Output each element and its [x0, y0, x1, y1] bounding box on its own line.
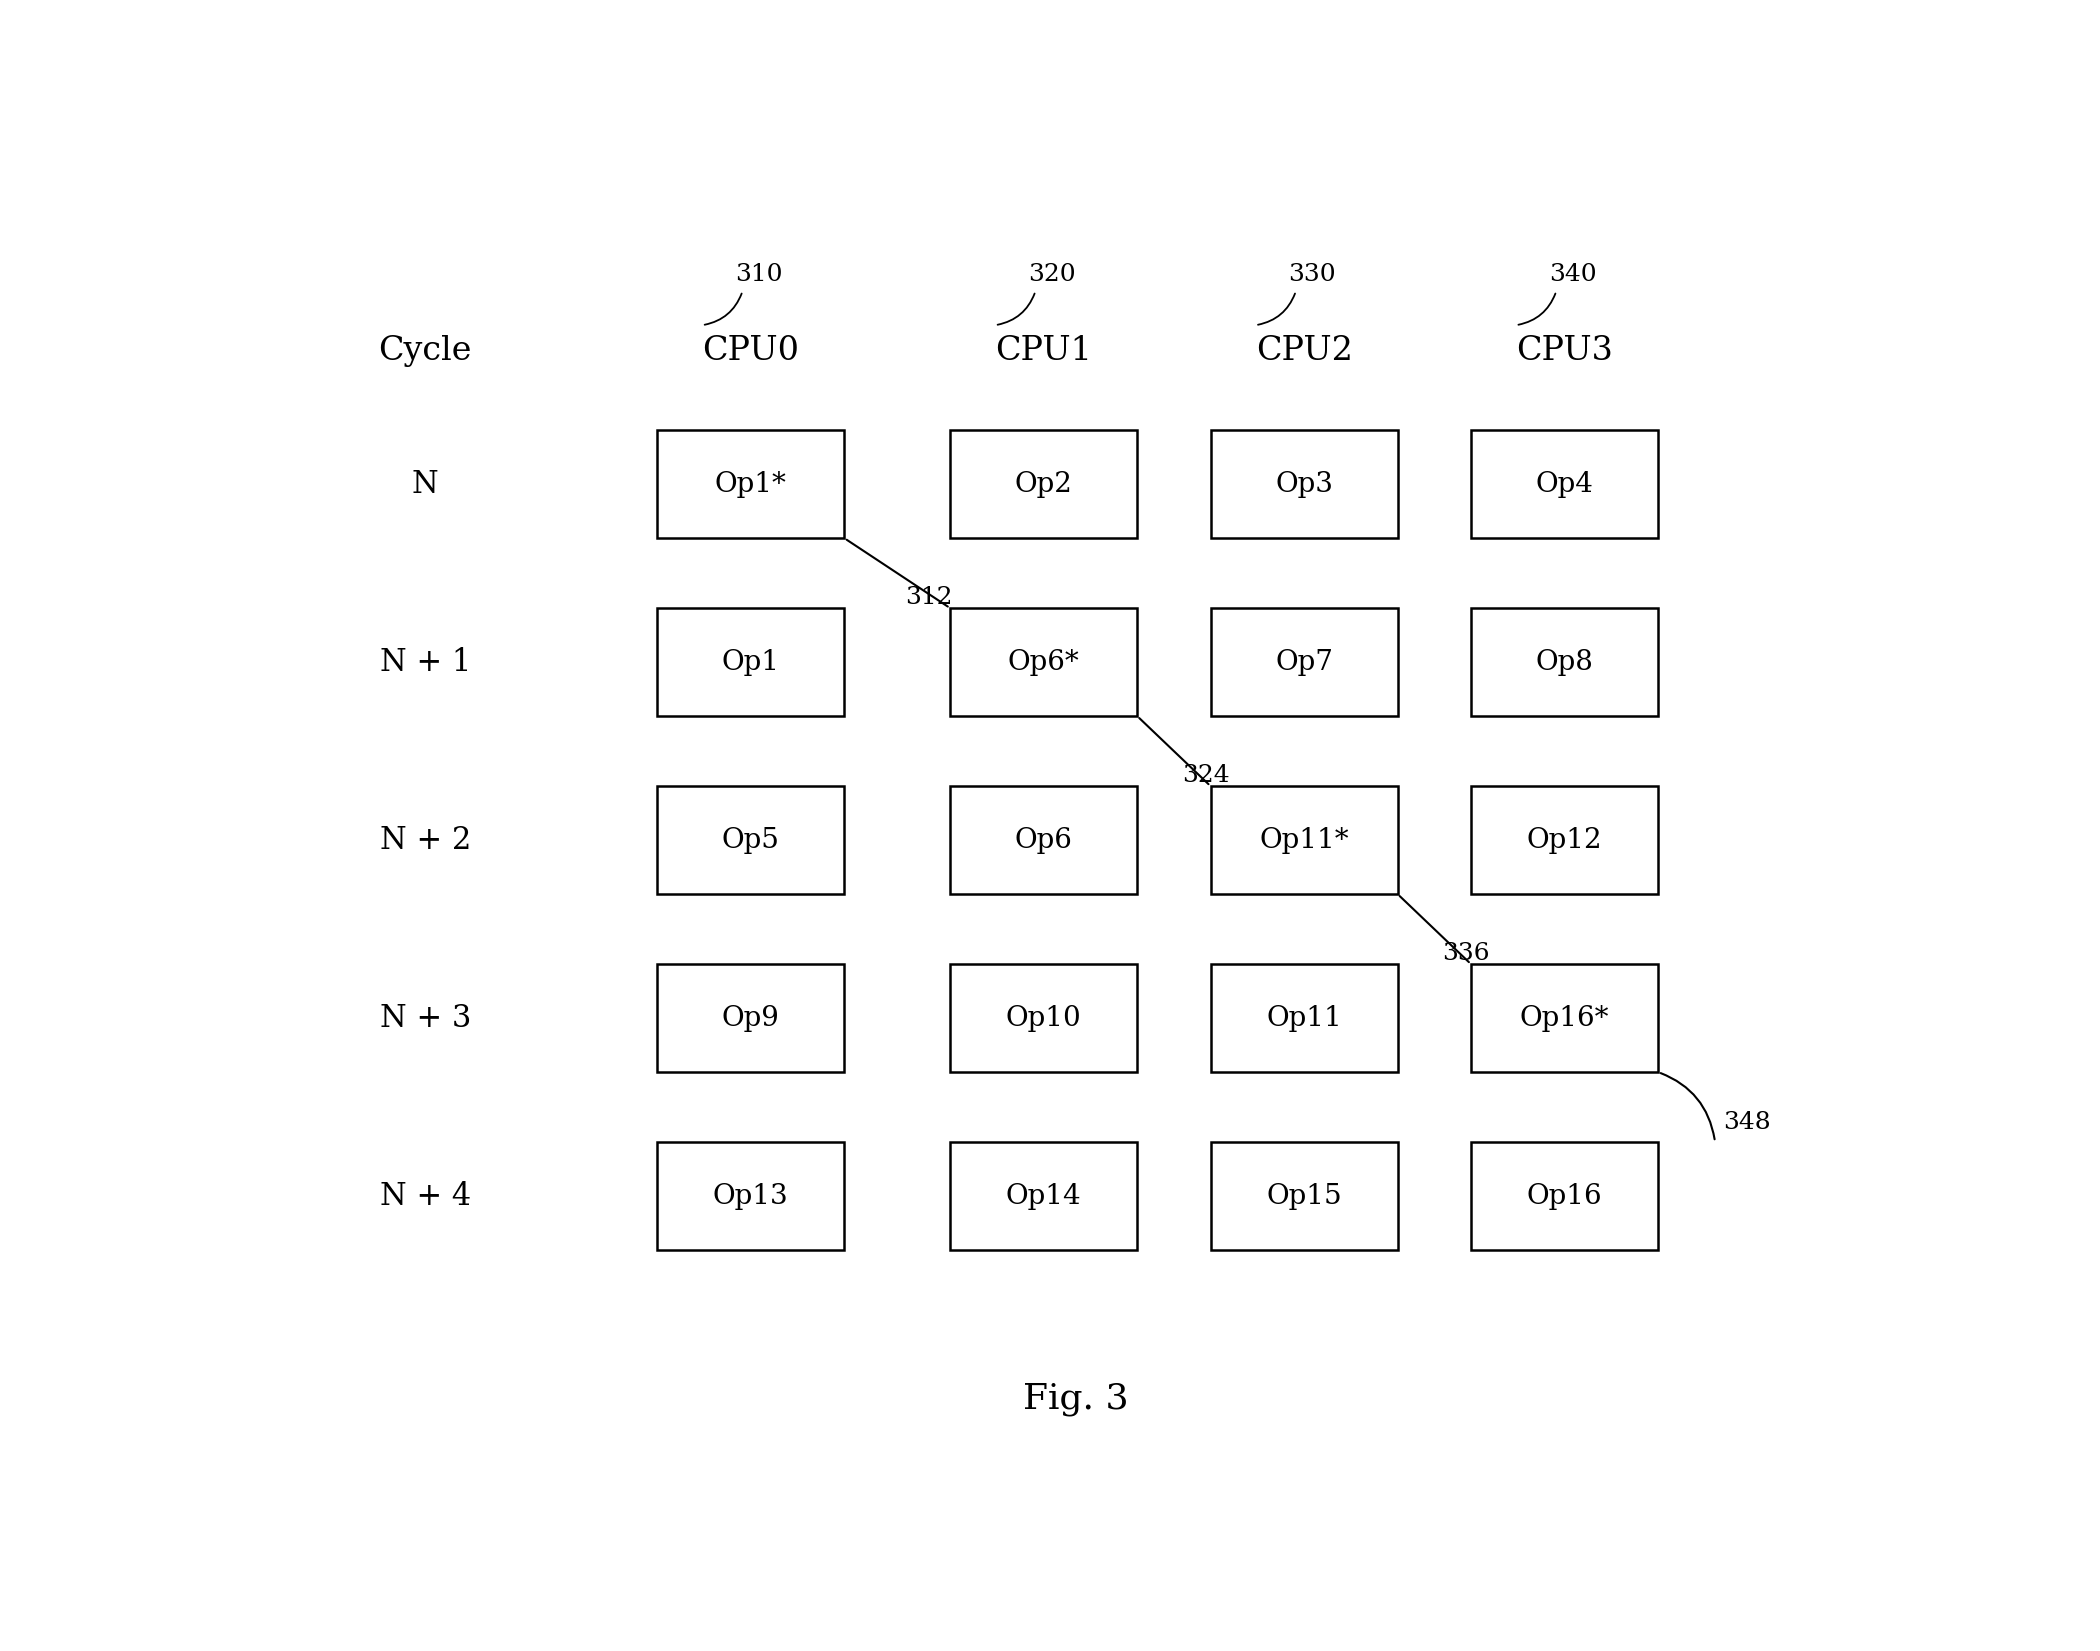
- FancyBboxPatch shape: [1210, 1142, 1399, 1250]
- Text: Op8: Op8: [1535, 649, 1594, 675]
- Text: 330: 330: [1289, 263, 1336, 286]
- Text: Op11: Op11: [1266, 1004, 1342, 1032]
- FancyBboxPatch shape: [949, 964, 1138, 1071]
- Text: Op11*: Op11*: [1260, 827, 1348, 854]
- Text: Op12: Op12: [1527, 827, 1602, 854]
- FancyBboxPatch shape: [1210, 786, 1399, 895]
- Text: N + 1: N + 1: [380, 647, 470, 677]
- Text: CPU0: CPU0: [701, 335, 800, 367]
- Text: 310: 310: [735, 263, 783, 286]
- Text: Fig. 3: Fig. 3: [1023, 1382, 1130, 1417]
- FancyArrowPatch shape: [1140, 718, 1208, 784]
- Text: N: N: [412, 469, 439, 500]
- Text: CPU2: CPU2: [1256, 335, 1352, 367]
- Text: Op7: Op7: [1275, 649, 1334, 675]
- FancyBboxPatch shape: [657, 786, 844, 895]
- FancyBboxPatch shape: [657, 964, 844, 1071]
- Text: Op1: Op1: [722, 649, 779, 675]
- Text: Op15: Op15: [1266, 1182, 1342, 1210]
- FancyArrowPatch shape: [1661, 1073, 1714, 1139]
- Text: Op1*: Op1*: [714, 471, 788, 497]
- Text: Op16: Op16: [1527, 1182, 1602, 1210]
- FancyBboxPatch shape: [1470, 431, 1659, 538]
- FancyArrowPatch shape: [846, 540, 947, 606]
- FancyArrowPatch shape: [1518, 294, 1556, 325]
- FancyArrowPatch shape: [706, 294, 741, 325]
- FancyBboxPatch shape: [657, 608, 844, 717]
- Text: 348: 348: [1724, 1111, 1770, 1134]
- FancyArrowPatch shape: [1258, 294, 1296, 325]
- Text: Op16*: Op16*: [1520, 1004, 1609, 1032]
- Text: Op5: Op5: [722, 827, 779, 854]
- Text: Op14: Op14: [1006, 1182, 1082, 1210]
- FancyArrowPatch shape: [1401, 896, 1468, 963]
- Text: Op9: Op9: [722, 1004, 779, 1032]
- FancyArrowPatch shape: [998, 294, 1035, 325]
- Text: 324: 324: [1182, 764, 1231, 788]
- FancyBboxPatch shape: [1210, 431, 1399, 538]
- FancyBboxPatch shape: [949, 786, 1138, 895]
- FancyBboxPatch shape: [657, 1142, 844, 1250]
- Text: Cycle: Cycle: [378, 335, 472, 367]
- Text: Op4: Op4: [1535, 471, 1594, 497]
- FancyBboxPatch shape: [949, 608, 1138, 717]
- FancyBboxPatch shape: [1470, 786, 1659, 895]
- Text: CPU3: CPU3: [1516, 335, 1613, 367]
- Text: Op2: Op2: [1014, 471, 1073, 497]
- FancyBboxPatch shape: [1470, 1142, 1659, 1250]
- FancyBboxPatch shape: [949, 431, 1138, 538]
- Text: CPU1: CPU1: [995, 335, 1092, 367]
- FancyBboxPatch shape: [1210, 608, 1399, 717]
- FancyBboxPatch shape: [1210, 964, 1399, 1071]
- Text: 320: 320: [1029, 263, 1075, 286]
- Text: 336: 336: [1443, 941, 1491, 964]
- Text: N + 2: N + 2: [380, 824, 470, 855]
- FancyBboxPatch shape: [949, 1142, 1138, 1250]
- Text: N + 3: N + 3: [380, 1002, 470, 1034]
- FancyBboxPatch shape: [657, 431, 844, 538]
- Text: Op13: Op13: [712, 1182, 790, 1210]
- Text: 312: 312: [905, 586, 953, 609]
- Text: Op10: Op10: [1006, 1004, 1082, 1032]
- Text: N + 4: N + 4: [380, 1180, 470, 1212]
- Text: Op6: Op6: [1014, 827, 1073, 854]
- Text: Op3: Op3: [1275, 471, 1334, 497]
- FancyBboxPatch shape: [1470, 608, 1659, 717]
- Text: Op6*: Op6*: [1008, 649, 1079, 675]
- Text: 340: 340: [1550, 263, 1596, 286]
- FancyBboxPatch shape: [1470, 964, 1659, 1071]
